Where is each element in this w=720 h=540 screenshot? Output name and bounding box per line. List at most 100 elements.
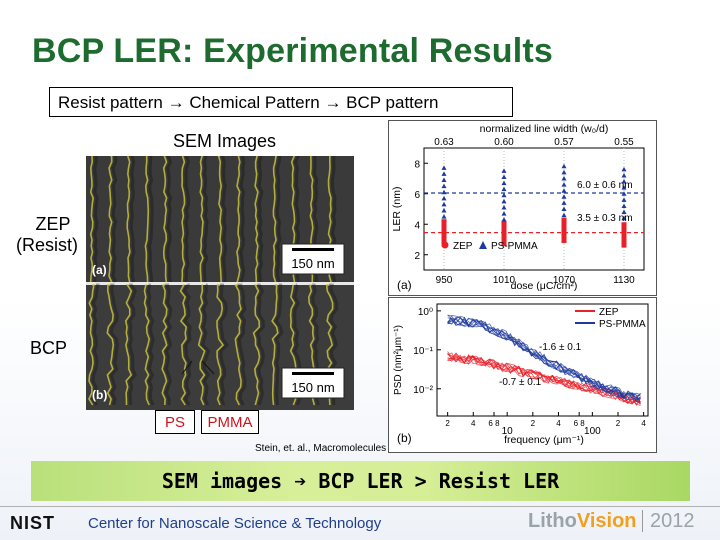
sem-line bbox=[234, 284, 242, 406]
conclusion-banner: SEM images ➔ BCP LER > Resist LER bbox=[31, 461, 690, 501]
sem-line-shadow bbox=[166, 156, 173, 283]
sem-line bbox=[126, 156, 131, 283]
sem-line-shadow bbox=[239, 156, 246, 283]
ps-pmma-point bbox=[621, 179, 627, 184]
sem-line-shadow bbox=[237, 283, 247, 406]
top-tick-label: 0.57 bbox=[554, 137, 574, 148]
zep-point bbox=[441, 232, 447, 237]
ps-pmma-point bbox=[561, 194, 567, 199]
sem-line-shadow bbox=[146, 283, 155, 406]
sem-line bbox=[89, 156, 94, 283]
sem-line bbox=[254, 156, 259, 283]
psd-y-tick-label: 10⁻² bbox=[413, 385, 433, 396]
psd-x-tick-label: 100 bbox=[584, 426, 601, 437]
sem-line-shadow bbox=[275, 156, 282, 283]
psd-y-tick-label: 10⁻¹ bbox=[413, 346, 433, 357]
zep-point bbox=[561, 225, 567, 230]
psd-x-tick-label: 4 bbox=[641, 419, 646, 428]
slide-title: BCP LER: Experimental Results bbox=[32, 32, 553, 70]
sem-line bbox=[162, 156, 168, 283]
sem-line-shadow bbox=[257, 156, 264, 283]
center-name: Center for Nanoscale Science & Technolog… bbox=[88, 515, 382, 532]
top-tick-label: 0.63 bbox=[434, 137, 454, 148]
zep-point bbox=[561, 223, 567, 228]
sem-images-label: SEM Images bbox=[173, 131, 277, 151]
ps-pmma-point bbox=[501, 204, 507, 210]
sem-line bbox=[161, 284, 168, 406]
sem-line bbox=[106, 284, 115, 406]
ler-chart: normalized line width (w₀/d) 0.63 0.60 0.5… bbox=[391, 123, 645, 292]
ps-pmma-psd-curve bbox=[447, 318, 641, 402]
ps-pmma-point bbox=[501, 192, 507, 198]
pmma-tag: PMMA bbox=[201, 410, 259, 434]
ps-pmma-point bbox=[621, 203, 627, 208]
sem-line-shadow bbox=[184, 156, 191, 283]
zep-point bbox=[561, 236, 567, 241]
litho-text: Litho bbox=[528, 510, 577, 532]
zep-annotation: 3.5 ± 0.3 nm bbox=[577, 213, 633, 224]
scalebar-a-label: 150 nm bbox=[291, 256, 334, 271]
sem-line bbox=[272, 156, 277, 283]
ps-pmma-point bbox=[561, 169, 567, 175]
chart-a-panel-tag: (a) bbox=[397, 278, 412, 292]
zep-point bbox=[561, 228, 567, 233]
sem-line bbox=[143, 284, 151, 406]
ps-pmma-point bbox=[561, 200, 567, 205]
ps-pmma-point bbox=[501, 174, 507, 179]
citation: Stein, et. al., Macromolecules 2010 bbox=[255, 443, 412, 454]
ps-pmma-point bbox=[501, 180, 507, 186]
zep-row-label: ZEP (Resist) bbox=[16, 214, 78, 256]
ps-pmma-point bbox=[441, 177, 447, 183]
slope-fit-ps-pmma bbox=[514, 327, 560, 359]
ps-pmma-point bbox=[561, 182, 567, 187]
zep-point bbox=[501, 236, 507, 241]
y-tick-label: 4 bbox=[414, 220, 420, 231]
ps-pmma-point bbox=[621, 209, 627, 215]
zep-point bbox=[621, 238, 627, 243]
x-tick-label: 950 bbox=[436, 275, 453, 286]
ps-pmma-point bbox=[441, 165, 447, 170]
sem-line bbox=[197, 284, 206, 406]
sem-line-shadow bbox=[274, 283, 284, 406]
ps-pointer bbox=[181, 360, 193, 375]
ps-tag: PS bbox=[155, 410, 195, 434]
psd-x-tick-label: 10 bbox=[502, 426, 514, 437]
ps-pmma-point bbox=[501, 198, 507, 204]
zep-psd-curve bbox=[447, 354, 641, 407]
sem-line bbox=[216, 284, 225, 406]
chart-b-panel-tag: (b) bbox=[397, 431, 412, 445]
pmma-pointer bbox=[201, 360, 215, 375]
sem-panel-b-tag: (b) bbox=[92, 388, 107, 402]
psd-x-tick-label: 2 bbox=[445, 419, 450, 428]
y-tick-label: 2 bbox=[414, 251, 420, 262]
zep-point bbox=[621, 227, 627, 232]
ps-pmma-point bbox=[561, 212, 567, 218]
zep-point bbox=[441, 229, 447, 234]
zep-point bbox=[501, 239, 507, 244]
ps-pmma-point bbox=[561, 206, 567, 211]
y-tick-label: 8 bbox=[414, 159, 420, 170]
psd-x-tick-label: 4 bbox=[471, 419, 476, 428]
conference-year: 2012 bbox=[650, 510, 695, 532]
legend-ps-pmma-label: PS-PMMA bbox=[491, 241, 538, 252]
sem-line bbox=[108, 156, 113, 283]
ps-pmma-point bbox=[501, 217, 507, 222]
zep-point bbox=[621, 235, 627, 240]
zep-point bbox=[501, 226, 507, 231]
zep-point bbox=[621, 224, 627, 229]
zep-slope-annotation: -0.7 ± 0.1 bbox=[499, 377, 542, 388]
zep-point bbox=[501, 234, 507, 239]
psd-x-tick-label: 4 bbox=[556, 419, 561, 428]
ler-chart-panel: normalized line width (w₀/d) 0.63 0.60 0.5… bbox=[388, 120, 657, 296]
ps-pmma-point bbox=[621, 185, 627, 190]
sem-line-shadow bbox=[147, 156, 154, 283]
ps-pmma-point bbox=[441, 171, 447, 176]
ps-pmma-point bbox=[621, 191, 627, 196]
zep-point bbox=[441, 237, 447, 242]
top-tick-label: 0.55 bbox=[614, 137, 634, 148]
x-tick-label: 1130 bbox=[613, 275, 635, 286]
sem-line-shadow bbox=[201, 283, 211, 406]
chart-b-legend: ZEP PS-PMMA bbox=[575, 307, 646, 330]
